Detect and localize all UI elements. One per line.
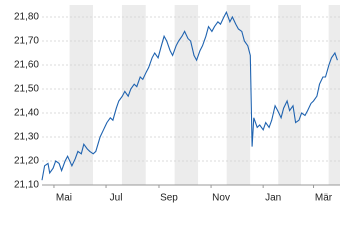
month-band [226, 5, 251, 185]
month-band [121, 5, 146, 185]
month-band [174, 5, 199, 185]
y-tick-label: 21,70 [14, 36, 39, 47]
x-tick-label: Mai [56, 193, 72, 204]
x-tick-label: Mär [315, 193, 333, 204]
y-tick-label: 21,80 [14, 12, 39, 23]
month-band [69, 5, 94, 185]
y-tick-label: 21,30 [14, 132, 39, 143]
y-tick-label: 21,20 [14, 156, 39, 167]
month-band [278, 5, 301, 185]
y-tick-label: 21,10 [14, 180, 39, 191]
chart: 21,10 21,20 21,30 21,40 21,50 21,60 21,70 21,80… [14, 5, 340, 204]
y-tick-label: 21,60 [14, 60, 39, 71]
y-tick-label: 21,40 [14, 108, 39, 119]
x-tick-label: Sep [160, 193, 178, 204]
month-band [328, 5, 340, 185]
price-line [41, 10, 338, 181]
x-tick-label: Nov [212, 193, 230, 204]
x-tick-label: Jul [110, 193, 123, 204]
x-tick-label: Jan [265, 193, 281, 204]
y-tick-label: 21,50 [14, 84, 39, 95]
